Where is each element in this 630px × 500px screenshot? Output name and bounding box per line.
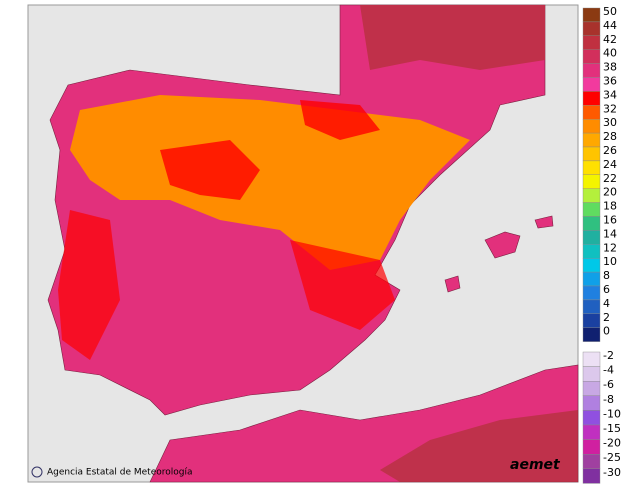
legend-swatch: [582, 77, 601, 92]
legend-label: 6: [603, 283, 610, 296]
legend-label: 8: [603, 269, 610, 282]
legend-swatch: [582, 299, 601, 314]
legend-label: 4: [603, 297, 610, 310]
legend-label: -4: [603, 364, 614, 377]
legend-label: -2: [603, 349, 614, 362]
legend-swatch: [582, 313, 601, 328]
legend-swatch: [582, 91, 601, 106]
hot-zone: [300, 100, 380, 140]
legend-swatch: [582, 244, 601, 259]
legend-label: -25: [603, 451, 621, 464]
legend: 5044424038363432302826242220181614121086…: [582, 5, 621, 484]
legend-label: 20: [603, 186, 617, 199]
legend-swatch: [582, 271, 601, 287]
legend-swatch: [582, 258, 601, 273]
legend-swatch: [582, 7, 601, 23]
legend-label: -10: [603, 407, 621, 420]
legend-label: 24: [603, 158, 617, 171]
legend-label: 14: [603, 227, 617, 240]
logo: aemet: [510, 457, 561, 473]
legend-swatch: [582, 327, 601, 342]
legend-label: 0: [603, 325, 610, 338]
legend-label: -8: [603, 393, 614, 406]
legend-label: 16: [603, 214, 617, 227]
legend-swatch: [582, 188, 601, 203]
map-land: [47, 4, 579, 483]
legend-label: -6: [603, 378, 614, 391]
legend-label: 34: [603, 88, 617, 101]
ibiza: [444, 275, 461, 293]
legend-swatch: [582, 230, 601, 245]
legend-swatch: [582, 202, 601, 217]
legend-label: -30: [603, 466, 621, 479]
legend-swatch: [582, 366, 601, 382]
legend-swatch: [582, 118, 601, 134]
hot-zone: [58, 210, 120, 360]
credit: Agencia Estatal de Meteorología: [47, 468, 193, 478]
legend-label: 38: [603, 61, 617, 74]
credit-icon: [31, 466, 43, 478]
france-hot: [360, 5, 545, 70]
legend-label: 10: [603, 255, 617, 268]
legend-label: 36: [603, 75, 617, 88]
legend-label: -20: [603, 437, 621, 450]
legend-swatch: [582, 63, 601, 78]
legend-swatch: [582, 410, 601, 426]
legend-label: 18: [603, 200, 617, 213]
legend-swatch: [582, 132, 601, 148]
legend-swatch: [582, 49, 601, 64]
legend-label: -15: [603, 422, 621, 435]
legend-label: 26: [603, 144, 617, 157]
hot-zone: [160, 140, 260, 200]
legend-label: 30: [603, 116, 617, 129]
plateau-warm: [70, 95, 470, 270]
legend-swatch: [582, 160, 601, 175]
legend-swatch: [582, 468, 601, 484]
legend-label: 50: [603, 5, 617, 18]
legend-swatch: [582, 21, 601, 36]
legend-swatch: [582, 174, 601, 189]
legend-swatch: [582, 395, 601, 411]
legend-swatch: [582, 285, 601, 301]
legend-label: 32: [603, 102, 617, 115]
legend-swatch: [582, 35, 601, 50]
legend-label: 2: [603, 311, 610, 324]
legend-label: 28: [603, 130, 617, 143]
legend-swatch: [582, 146, 601, 162]
atlas: [380, 410, 578, 482]
legend-swatch: [582, 351, 601, 367]
legend-label: 42: [603, 33, 617, 46]
legend-swatch: [582, 439, 601, 455]
legend-swatch: [582, 105, 601, 120]
legend-swatch: [582, 454, 601, 470]
legend-label: 40: [603, 47, 617, 60]
legend-label: 12: [603, 241, 617, 254]
legend-swatch: [582, 216, 601, 231]
menorca: [534, 215, 554, 229]
legend-swatch: [582, 424, 601, 440]
hot-zone: [290, 240, 395, 330]
legend-swatch: [582, 381, 601, 397]
mallorca: [484, 231, 521, 259]
legend-label: 22: [603, 172, 617, 185]
legend-label: 44: [603, 19, 617, 32]
